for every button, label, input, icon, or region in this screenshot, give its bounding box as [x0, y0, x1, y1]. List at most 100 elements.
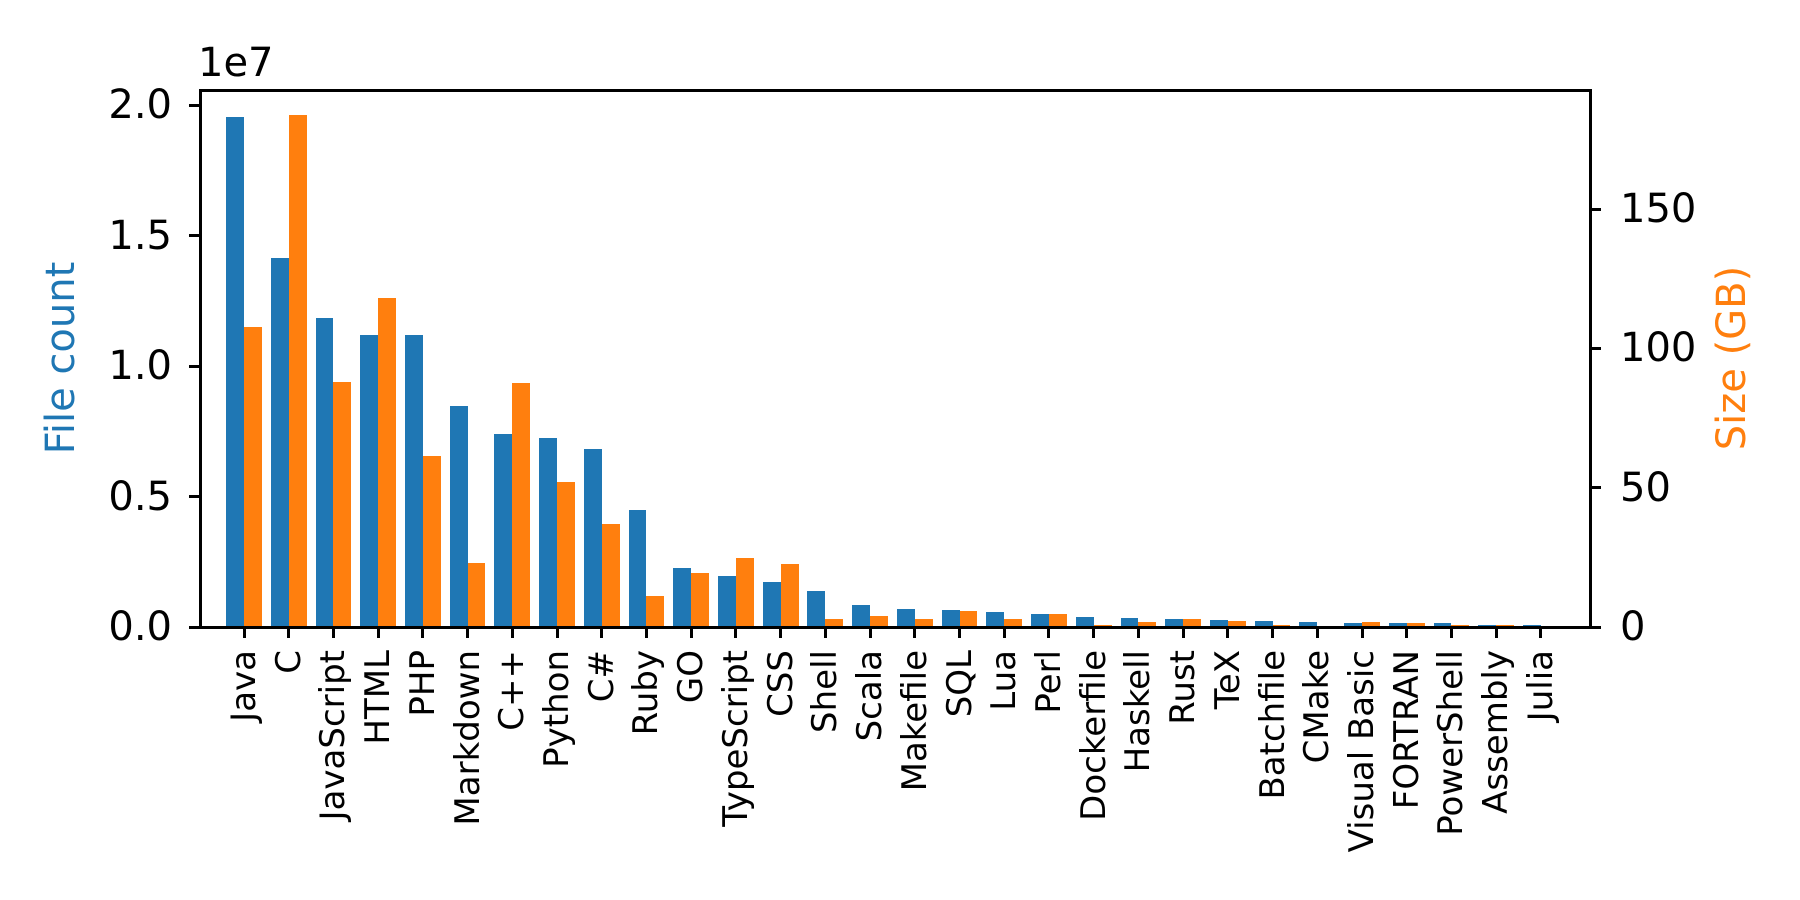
file-count-bar	[941, 609, 960, 627]
file-count-bar	[404, 335, 423, 627]
file-count-bar	[673, 567, 692, 627]
x-tick-mark	[421, 627, 425, 638]
size-bar	[422, 455, 441, 627]
size-bar	[288, 114, 307, 627]
y-tick-label-right: 0	[1620, 604, 1646, 650]
y-tick-mark-left	[189, 103, 200, 107]
x-tick-label: CSS	[760, 650, 801, 717]
size-bar	[333, 382, 352, 627]
x-tick-mark	[287, 627, 291, 638]
file-count-bar	[1075, 617, 1094, 627]
file-count-bar	[718, 576, 736, 627]
x-tick-label: Java	[224, 650, 264, 722]
x-tick-label: Batchfile	[1252, 650, 1293, 800]
file-count-bar	[1209, 620, 1228, 627]
x-tick-mark	[242, 627, 246, 638]
x-tick-label: Shell	[805, 650, 846, 733]
plot-border-top	[198, 88, 1592, 92]
y-tick-mark-right	[1590, 486, 1601, 490]
size-bar	[557, 482, 575, 627]
file-count-bar	[270, 257, 289, 627]
x-tick-mark	[376, 627, 380, 638]
x-tick-mark	[689, 627, 693, 638]
file-count-bar	[1165, 618, 1184, 627]
y-tick-mark-left	[189, 234, 200, 237]
x-tick-mark	[600, 627, 604, 638]
x-tick-label: CMake	[1297, 650, 1338, 764]
x-tick-label: HTML	[358, 650, 399, 745]
x-tick-mark	[1315, 627, 1319, 638]
file-count-bar	[1433, 623, 1452, 627]
x-tick-mark	[958, 627, 962, 638]
x-tick-label: Makefile	[894, 650, 935, 792]
x-tick-mark	[331, 627, 335, 638]
file-count-bar	[852, 605, 871, 627]
file-count-bar	[807, 590, 826, 627]
x-tick-mark	[779, 627, 783, 638]
y-tick-label-right: 50	[1620, 464, 1671, 511]
size-bar	[1183, 619, 1201, 627]
y-tick-mark-left	[189, 625, 200, 629]
x-tick-mark	[1047, 627, 1051, 638]
x-tick-label: C++	[492, 650, 533, 731]
x-tick-mark	[1002, 627, 1006, 638]
size-bar	[914, 618, 933, 627]
x-tick-mark	[555, 627, 559, 638]
right-axis-title: Size (GB)	[1709, 265, 1755, 451]
size-bar	[780, 563, 799, 627]
x-tick-mark	[466, 627, 470, 638]
file-count-bar	[226, 116, 244, 627]
x-tick-mark	[644, 627, 648, 638]
x-tick-mark	[1226, 627, 1230, 638]
file-count-bar	[1254, 620, 1273, 627]
size-bar	[244, 326, 262, 627]
size-bar	[601, 524, 620, 627]
file-count-bar	[360, 335, 379, 627]
x-tick-label: TypeScript	[715, 650, 756, 827]
x-tick-label: Ruby	[626, 650, 667, 736]
x-tick-mark	[913, 627, 917, 638]
x-tick-label: FORTRAN	[1386, 650, 1427, 810]
size-bar	[735, 558, 754, 627]
size-bar	[870, 616, 888, 627]
file-count-bar	[539, 438, 558, 627]
file-count-bar	[762, 581, 781, 627]
y-tick-label-left: 2.0	[108, 82, 172, 128]
x-tick-label: Scala	[850, 650, 891, 742]
y-tick-label-left: 1.0	[108, 343, 172, 389]
x-tick-label: SQL	[939, 650, 980, 718]
file-count-bar	[449, 406, 468, 627]
size-bar	[1227, 620, 1246, 627]
x-tick-mark	[1449, 627, 1453, 638]
file-count-bar	[986, 611, 1005, 627]
size-bar	[467, 562, 486, 627]
x-tick-mark	[510, 627, 514, 638]
x-tick-label: TeX	[1207, 650, 1248, 710]
y-tick-label-left: 0.5	[108, 473, 172, 520]
axis-scale-offset-label: 1e7	[198, 40, 274, 86]
x-tick-mark	[1092, 627, 1096, 638]
y-tick-mark-right	[1590, 207, 1601, 211]
x-tick-label: Rust	[1163, 650, 1204, 725]
plot-border-left	[198, 88, 202, 629]
x-tick-label: C	[268, 650, 309, 674]
size-bar	[1048, 613, 1067, 627]
x-tick-mark	[1360, 627, 1364, 638]
size-bar	[1004, 619, 1023, 627]
y-tick-mark-left	[189, 364, 200, 368]
file-count-bar	[494, 434, 513, 627]
file-count-bar	[1344, 622, 1362, 627]
x-tick-label: PowerShell	[1431, 650, 1472, 836]
size-bar	[1138, 621, 1157, 627]
x-tick-label: Perl	[1028, 650, 1069, 714]
x-tick-label: Lua	[984, 650, 1025, 711]
file-count-bar	[1031, 613, 1049, 627]
x-tick-mark	[823, 627, 827, 638]
file-count-bar	[583, 449, 602, 627]
x-tick-label: PHP	[402, 650, 443, 717]
file-count-bar	[315, 317, 334, 627]
x-tick-mark	[1136, 627, 1140, 638]
size-bar	[691, 573, 710, 627]
x-tick-mark	[868, 627, 872, 638]
